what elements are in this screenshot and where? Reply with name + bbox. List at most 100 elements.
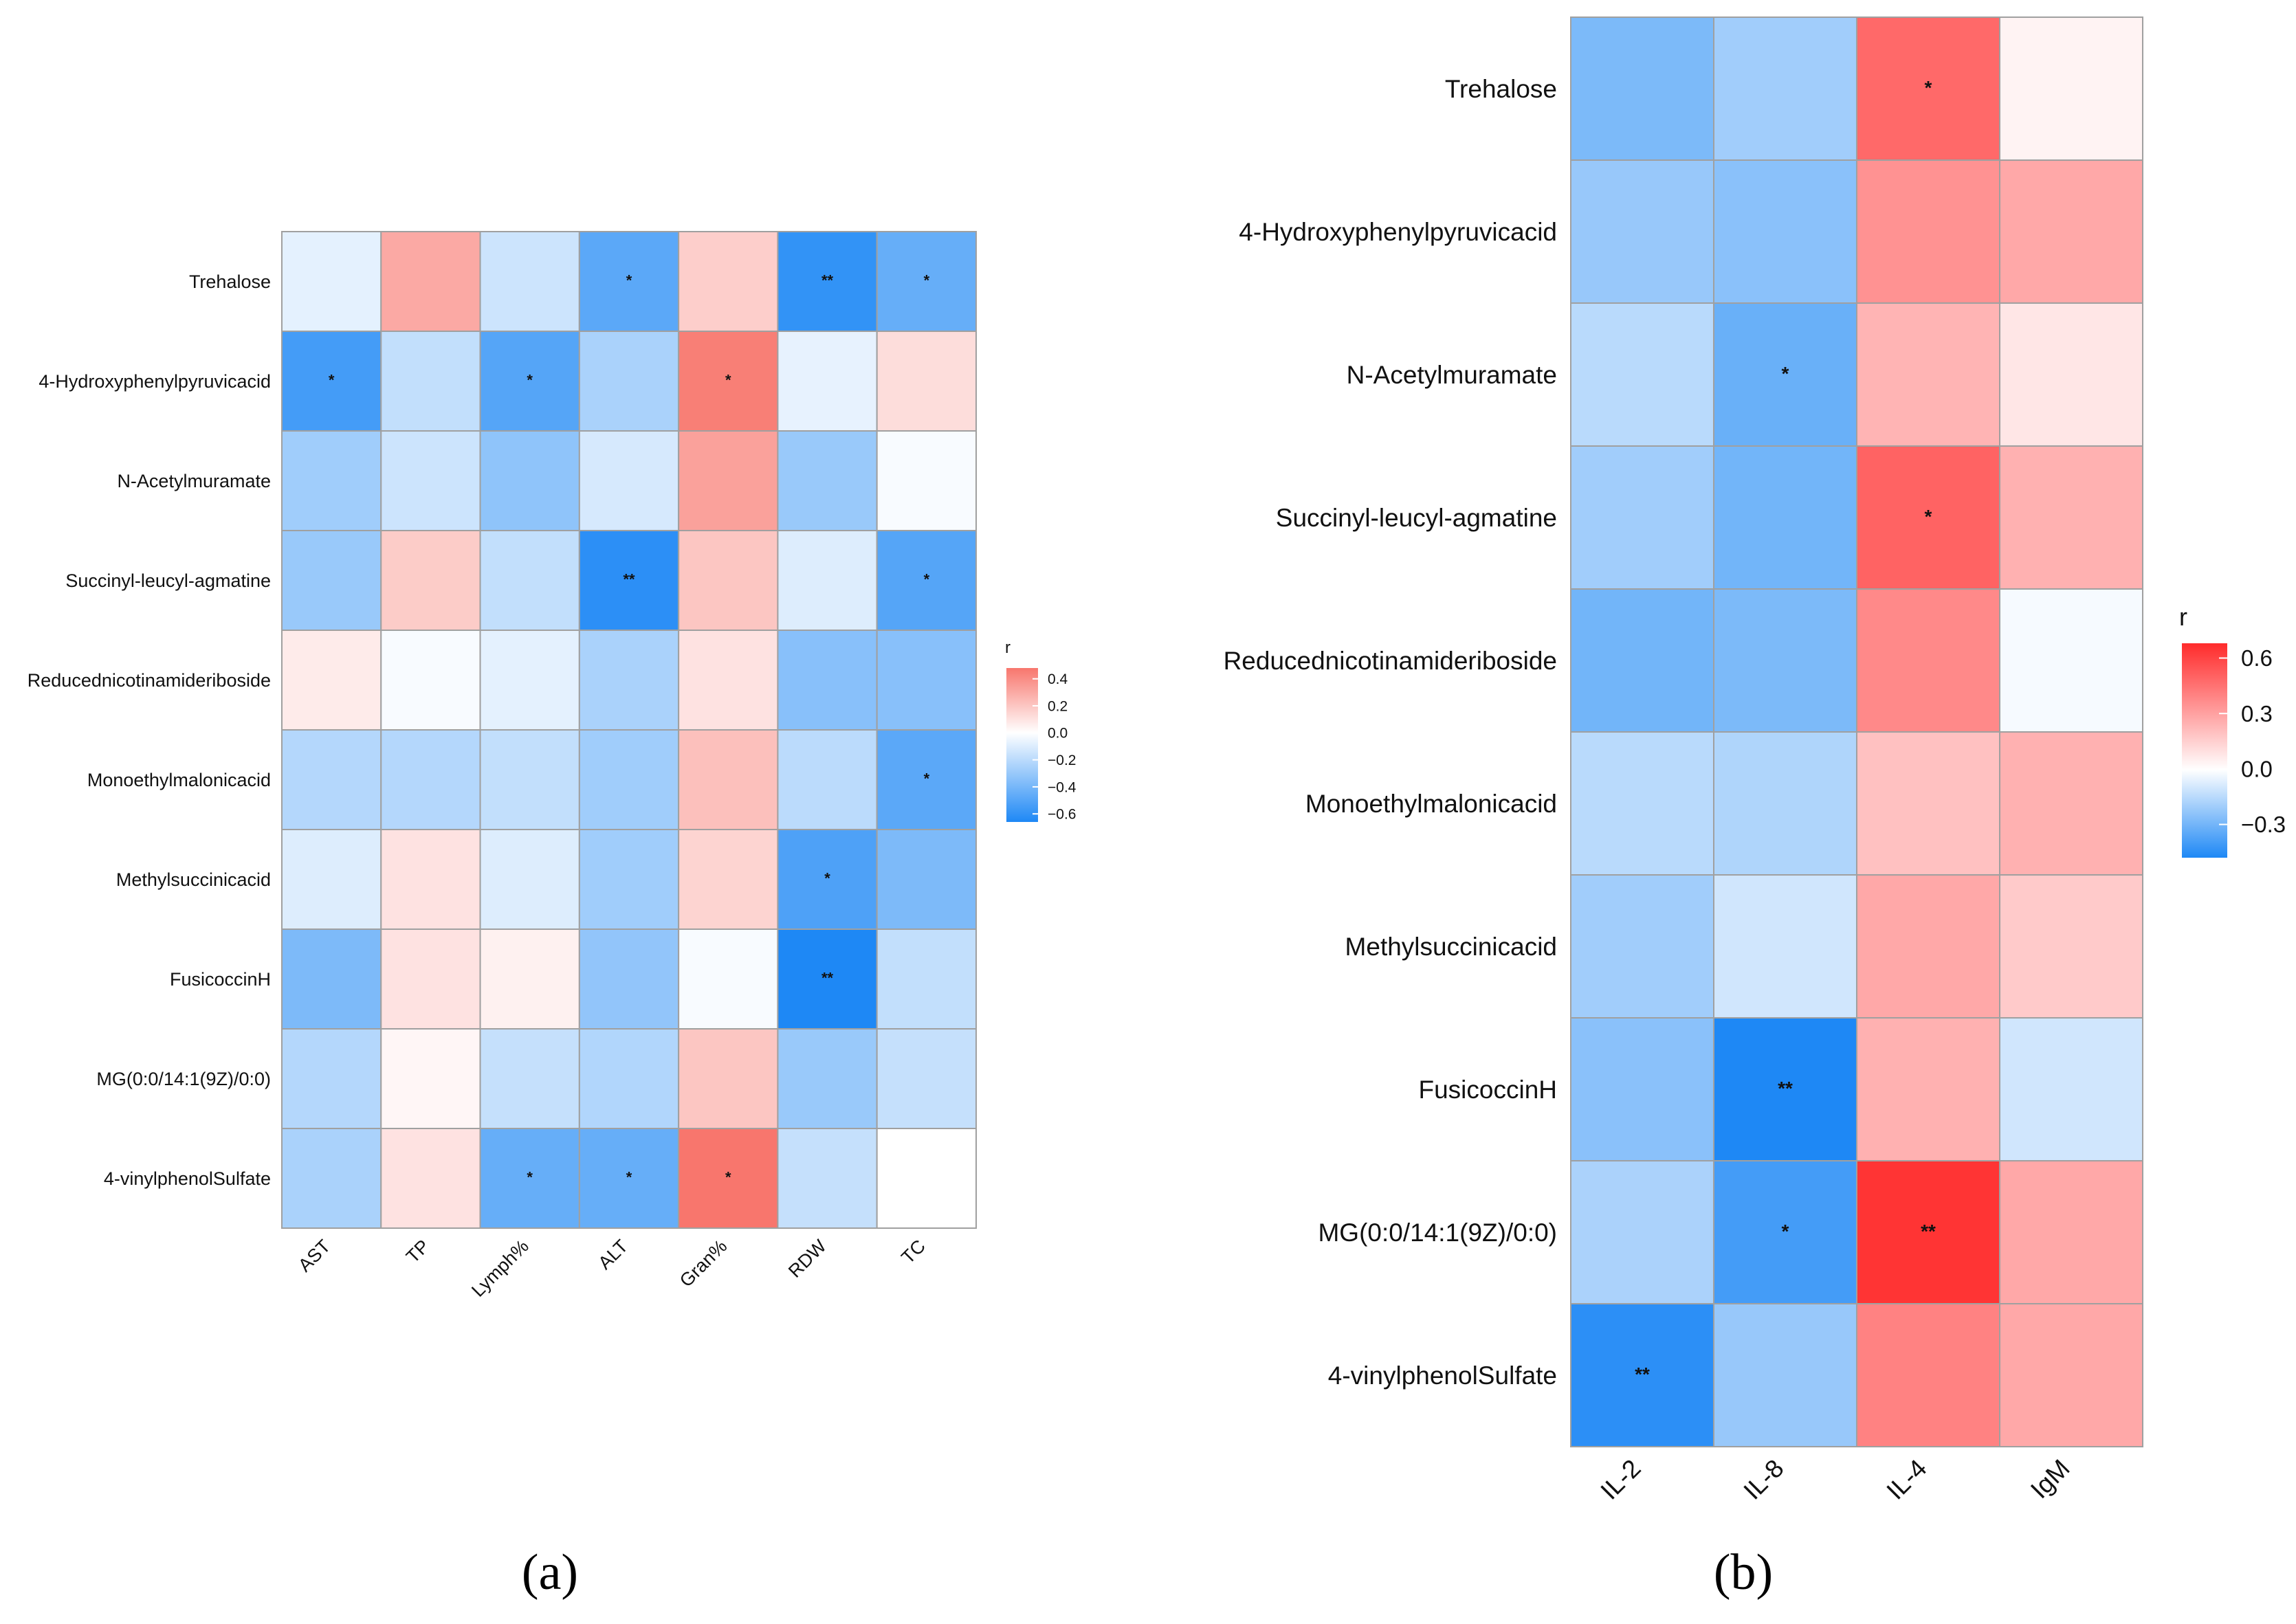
- heatmap-cell: [380, 331, 481, 432]
- heatmap-cell: [578, 1128, 680, 1229]
- legend-a-title: r: [1005, 638, 1011, 657]
- heatmap-cell: [1570, 874, 1714, 1019]
- row-label: Monoethylmalonicacid: [1305, 790, 1557, 818]
- heatmap-cell: [1713, 1303, 1857, 1447]
- significance-marker: *: [1925, 506, 1932, 527]
- heatmap-cell: [678, 630, 779, 731]
- heatmap-cell: [281, 630, 382, 731]
- heatmap-cell: [777, 1128, 878, 1229]
- row-label: Trehalose: [1445, 75, 1557, 103]
- heatmap-cell: [1713, 445, 1857, 590]
- heatmap-cell: [876, 530, 977, 631]
- column-label: Lymph%: [467, 1236, 533, 1301]
- heatmap-cell: [1856, 588, 2000, 733]
- heatmap-b-cells: ****** ****: [1570, 16, 2143, 1447]
- heatmap-cell: [1999, 731, 2143, 876]
- row-label: Reducednicotinamideriboside: [1224, 647, 1557, 675]
- heatmap-cell: [1856, 445, 2000, 590]
- heatmap-cell: [380, 231, 481, 332]
- row-label: N-Acetylmuramate: [117, 471, 271, 491]
- row-label: MG(0:0/14:1(9Z)/0:0): [96, 1069, 271, 1089]
- heatmap-cell: [876, 231, 977, 332]
- legend-a: r 0.4 0.2 0.0 −0.2 −0.4 −0.6: [1005, 638, 1077, 823]
- heatmap-cell: [1713, 731, 1857, 876]
- column-label: Gran%: [676, 1236, 731, 1291]
- row-label: Monoethylmalonicacid: [87, 770, 271, 790]
- row-label: Trehalose: [189, 271, 271, 292]
- legend-tick-label: −0.3: [2241, 812, 2286, 837]
- heatmap-cell: [678, 829, 779, 930]
- heatmap-cell: [678, 231, 779, 332]
- heatmap-cell: [380, 530, 481, 631]
- heatmap-cell: [380, 729, 481, 830]
- heatmap-cell: [777, 829, 878, 930]
- legend-tick-label: −0.6: [1048, 807, 1076, 823]
- heatmap-cell: [1856, 1303, 2000, 1447]
- heatmap-cell: [678, 331, 779, 432]
- heatmap-cell: [578, 1028, 680, 1129]
- heatmap-cell: [678, 430, 779, 531]
- heatmap-cell: [479, 1028, 580, 1129]
- heatmap-cell: [777, 430, 878, 531]
- heatmap-b-row-labels: Trehalose 4-Hydroxyphenylpyruvicacid N-Ace…: [1224, 75, 1557, 1390]
- legend-tick-label: 0.0: [1048, 726, 1068, 742]
- significance-marker: *: [527, 1169, 533, 1186]
- heatmap-cell: [876, 630, 977, 731]
- heatmap-cell: [1856, 1160, 2000, 1304]
- heatmap-cell: [479, 430, 580, 531]
- significance-marker: *: [725, 372, 731, 389]
- heatmap-cell: [281, 1128, 382, 1229]
- heatmap-cell: [578, 928, 680, 1030]
- heatmap-cell: [1856, 874, 2000, 1019]
- heatmap-cell: [578, 630, 680, 731]
- legend-tick-label: 0.4: [1048, 671, 1068, 687]
- significance-marker: *: [626, 1169, 632, 1186]
- legend-a-colorbar: [1006, 668, 1038, 822]
- heatmap-cell: [380, 1128, 481, 1229]
- significance-marker: *: [1782, 363, 1789, 384]
- heatmap-cell: [281, 1028, 382, 1129]
- significance-marker: *: [626, 272, 632, 289]
- significance-marker: *: [329, 372, 335, 389]
- significance-marker: *: [527, 372, 533, 389]
- row-label: MG(0:0/14:1(9Z)/0:0): [1318, 1219, 1557, 1247]
- heatmap-cell: [678, 729, 779, 830]
- heatmap-cell: [1856, 302, 2000, 447]
- heatmap-cell: [1570, 159, 1714, 304]
- significance-marker: **: [623, 571, 635, 588]
- row-label: Methylsuccinicacid: [1345, 933, 1557, 961]
- panel-a: * ** ** * *** ****** * * Trehalose4-Hydroxyphen…: [27, 231, 1077, 1601]
- heatmap-cell: [1999, 16, 2143, 161]
- heatmap-cell: [578, 231, 680, 332]
- significance-marker: *: [924, 770, 930, 788]
- heatmap-b-column-labels: IL-2 IL-8 IL-4 IgM: [1596, 1454, 2075, 1505]
- heatmap-cell: [876, 1028, 977, 1129]
- heatmap-cell: [1713, 159, 1857, 304]
- heatmap-cell: [1570, 445, 1714, 590]
- significance-marker: *: [1782, 1221, 1789, 1242]
- legend-tick-label: 0.6: [2241, 645, 2273, 671]
- heatmap-cell: [281, 231, 382, 332]
- heatmap-cell: [1999, 302, 2143, 447]
- heatmap-cell: [380, 928, 481, 1030]
- significance-marker: *: [1925, 77, 1932, 98]
- significance-marker: *: [725, 1169, 731, 1186]
- heatmap-cell: [281, 829, 382, 930]
- heatmap-cell: [876, 430, 977, 531]
- heatmap-cell: [479, 630, 580, 731]
- heatmap-a-column-labels: AST TP Lymph% ALT Gran% RDW TC: [294, 1236, 929, 1301]
- row-label: FusicoccinH: [1419, 1076, 1558, 1104]
- significance-marker: *: [924, 272, 930, 289]
- heatmap-cell: [678, 928, 779, 1030]
- significance-marker: **: [1778, 1078, 1793, 1099]
- heatmap-cell: [281, 430, 382, 531]
- column-label: IgM: [2025, 1454, 2075, 1504]
- column-label: TP: [402, 1236, 434, 1267]
- heatmap-cell: [678, 1028, 779, 1129]
- legend-tick-label: −0.4: [1048, 779, 1077, 795]
- legend-b-ticks: 0.6 0.3 0.0 −0.3: [2219, 645, 2286, 837]
- heatmap-cell: [479, 829, 580, 930]
- row-label: Succinyl-leucyl-agmatine: [1276, 504, 1557, 532]
- heatmap-cell: [678, 530, 779, 631]
